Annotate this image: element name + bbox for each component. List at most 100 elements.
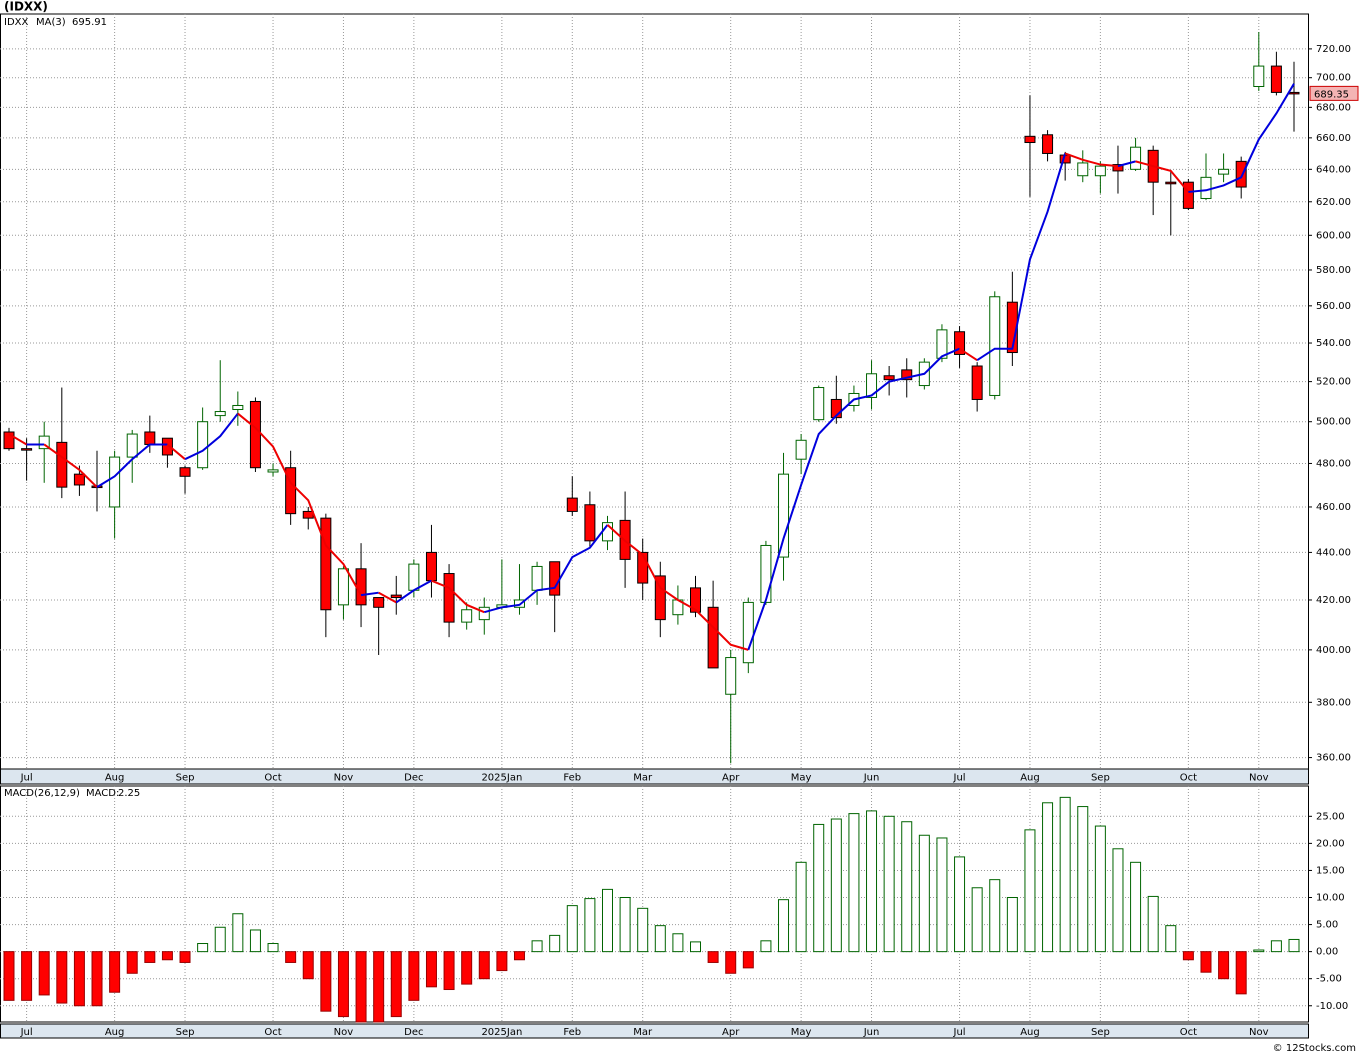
candle-body	[1077, 162, 1089, 177]
x-tick-label: Sep	[1091, 773, 1110, 784]
ma-line	[1064, 152, 1119, 168]
candle-body	[1253, 65, 1265, 88]
ma-line	[166, 443, 186, 460]
ma-line	[747, 347, 960, 651]
macd-bar	[672, 933, 684, 953]
macd-bar	[830, 818, 842, 953]
candle-body	[1130, 146, 1142, 170]
candle-body	[549, 561, 561, 596]
copyright: © 12Stocks.com	[1273, 1043, 1356, 1054]
y-tick-label: 15.00	[1316, 865, 1345, 876]
macd-bar	[901, 821, 913, 953]
x-tick-label: 2025Jan	[481, 1027, 522, 1038]
candle-body	[1165, 181, 1177, 185]
y-tick-label: -5.00	[1316, 974, 1342, 985]
x-tick-label: Oct	[264, 1027, 281, 1038]
candle-body	[144, 431, 156, 445]
macd-bar	[214, 926, 226, 953]
candle-body	[1270, 65, 1282, 93]
candle-body	[109, 456, 121, 508]
x-tick-label: Aug	[105, 773, 125, 784]
y-tick-label: 20.00	[1316, 838, 1345, 849]
candle-body	[38, 435, 50, 450]
candle-body	[425, 551, 437, 582]
macd-bar	[742, 951, 754, 969]
macd-bar	[707, 951, 719, 963]
y-tick-label: 420.00	[1316, 595, 1351, 606]
macd-bar	[144, 951, 156, 963]
macd-bar	[478, 951, 490, 980]
panel-frame	[0, 13, 1309, 770]
macd-bar	[232, 913, 244, 953]
macd-bar	[883, 815, 895, 953]
panel-frame	[0, 785, 1309, 1023]
macd-bar	[1182, 951, 1194, 961]
x-tick-label: Apr	[722, 1027, 740, 1038]
candle-body	[3, 431, 15, 450]
x-tick-label: Feb	[563, 773, 581, 784]
x-tick-label: Sep	[1091, 1027, 1110, 1038]
candle-body	[1235, 160, 1247, 188]
x-tick-label: Feb	[563, 1027, 581, 1038]
candle-body	[179, 467, 191, 477]
macd-bar	[373, 951, 385, 1023]
macd-bar	[654, 925, 666, 953]
y-tick-label: 460.00	[1316, 502, 1351, 513]
ma-line	[1135, 160, 1190, 193]
x-tick-label: Nov	[334, 1027, 354, 1038]
y-tick-label: 500.00	[1316, 417, 1351, 428]
legend-ma-name: MA(3)	[36, 17, 66, 28]
macd-bar	[425, 951, 437, 988]
macd-bar	[1006, 897, 1018, 953]
macd-bar	[954, 856, 966, 953]
x-tick-label: Jul	[953, 1027, 966, 1038]
ma-line	[959, 347, 978, 362]
y-tick-label: 380.00	[1316, 697, 1351, 708]
y-tick-label: 540.00	[1316, 338, 1351, 349]
macd-bar	[408, 951, 420, 1001]
candle-body	[390, 594, 402, 599]
legend-symbol: IDXX	[4, 17, 29, 28]
macd-bar	[161, 951, 173, 961]
candle-body	[883, 375, 895, 381]
macd-bar	[1200, 951, 1212, 973]
legend-macd-name: MACD(26,12,9)	[4, 788, 80, 799]
candle-body	[161, 437, 173, 456]
macd-bar	[549, 934, 561, 953]
macd-bar	[496, 951, 508, 972]
macd-bar	[1024, 829, 1036, 953]
macd-bar	[848, 813, 860, 953]
macd-bar	[21, 951, 33, 1001]
candle-body	[1218, 168, 1230, 175]
candle-body	[778, 473, 790, 558]
x-tick-label: Aug	[105, 1027, 125, 1038]
y-tick-label: 5.00	[1316, 920, 1338, 931]
x-axis-band	[0, 768, 1309, 785]
macd-bar	[126, 951, 138, 974]
y-tick-label: 440.00	[1316, 547, 1351, 558]
macd-bar	[109, 951, 121, 993]
x-tick-label: Jul	[20, 773, 33, 784]
ma-line	[395, 579, 432, 604]
y-tick-label: 0.00	[1316, 947, 1338, 958]
candle-body	[971, 365, 983, 400]
candle-body	[1288, 91, 1300, 95]
x-tick-label: Dec	[404, 1027, 423, 1038]
macd-bar	[531, 940, 543, 953]
candle-body	[690, 587, 702, 613]
y-tick-label: 700.00	[1316, 73, 1351, 84]
x-tick-label: Aug	[1020, 1027, 1040, 1038]
candle-body	[1024, 135, 1036, 144]
candle-body	[1094, 165, 1106, 177]
legend-macd-label: MACD:	[86, 788, 119, 799]
macd-bar	[601, 888, 613, 953]
candle-body	[408, 563, 420, 591]
macd-bar	[1094, 825, 1106, 953]
ma-line	[360, 591, 379, 597]
candle-body	[21, 448, 33, 451]
y-tick-label: 520.00	[1316, 377, 1351, 388]
candle-body	[249, 400, 261, 469]
x-tick-label: Oct	[1180, 1027, 1197, 1038]
macd-bar	[179, 951, 191, 963]
